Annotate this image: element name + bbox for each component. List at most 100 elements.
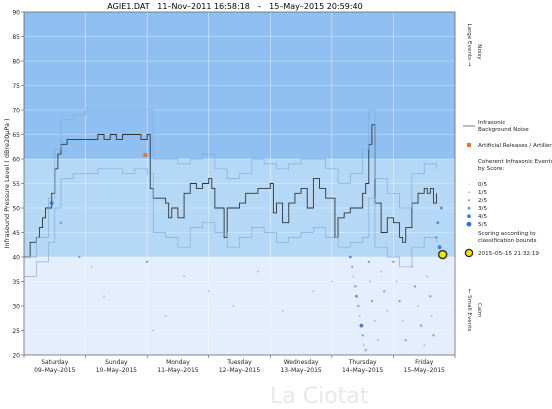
y-tick-label: 45: [12, 230, 20, 237]
x-tick-weekday: Monday: [166, 359, 190, 366]
series-group: [24, 109, 437, 277]
legend-group: Infrasonic Background Noise Artificial Rel…: [463, 120, 552, 258]
event-point: [164, 315, 167, 317]
x-tick-date: 11–May–2015: [157, 367, 198, 374]
event-point: [417, 305, 419, 307]
event-point: [363, 344, 365, 347]
event-point: [354, 285, 357, 288]
legend-score-label: 3/5: [478, 206, 487, 212]
y-tick-label: 30: [12, 304, 20, 311]
x-tick-date: 10–May–2015: [96, 367, 137, 374]
event-point: [146, 260, 149, 263]
event-point: [232, 305, 235, 307]
y-tick-label: 25: [12, 328, 20, 335]
legend-score-swatch: [467, 206, 471, 210]
event-point: [312, 290, 315, 293]
event-point: [257, 270, 259, 273]
event-point: [436, 221, 440, 225]
event-point: [103, 295, 105, 298]
event-point: [281, 310, 284, 312]
event-point: [440, 206, 443, 210]
x-tick-date: 15–May–2015: [404, 367, 445, 374]
x-tick-date: 14–May–2015: [342, 367, 383, 374]
highlight-event-marker: [437, 249, 448, 260]
watermark-text: La Ciotat: [270, 384, 369, 409]
event-point: [392, 260, 395, 263]
y-tick-label: 70: [12, 108, 20, 115]
chart-title: AGIE1.DAT 11–Nov–2011 16:58:18 – 15–May–…: [107, 2, 363, 11]
event-point: [78, 255, 81, 259]
event-point: [398, 300, 401, 303]
legend-scoring-label: Scoring according to classification bound…: [478, 231, 537, 244]
event-point: [429, 295, 432, 298]
event-point: [374, 319, 376, 322]
event-point: [386, 310, 389, 312]
event-point: [435, 236, 438, 239]
y-tick-label: 20: [12, 353, 20, 360]
events-group: [49, 153, 448, 352]
side-labels: Large Events → Noisy ← Small Events Calm: [466, 24, 482, 332]
event-point: [357, 304, 360, 308]
event-point: [49, 201, 54, 206]
y-tick-label: 40: [12, 255, 20, 262]
event-point: [437, 245, 442, 250]
legend-score-label: 0/5: [478, 182, 487, 188]
y-tick-label: 55: [12, 181, 20, 188]
legend-score-swatch: [466, 221, 472, 227]
event-point: [426, 275, 429, 278]
y-tick-label: 65: [12, 132, 20, 139]
axes-group: 20 25 30 35 40 45 50 55 60 65 70 75 80 85 90 Saturday09…: [3, 10, 456, 374]
x-tick-weekday: Thursday: [348, 359, 377, 366]
artificial-release-marker: [143, 153, 148, 158]
legend-score-swatch: [467, 214, 471, 219]
legend-score-label: 1/5: [478, 190, 487, 196]
y-tick-label: 80: [12, 59, 20, 66]
series-line-0: [24, 124, 437, 258]
event-point: [380, 270, 382, 273]
event-point: [364, 349, 367, 352]
legend-artificial-swatch: [467, 143, 471, 147]
event-point: [432, 334, 435, 337]
event-point: [404, 339, 407, 342]
y-tick-label: 90: [12, 10, 20, 17]
y-tick-label: 35: [12, 279, 20, 286]
side-label-small-events: ← Small Events: [466, 289, 472, 332]
event-point: [355, 294, 358, 298]
event-point: [367, 260, 370, 263]
legend-score-swatch: [468, 191, 470, 193]
y-tick-label: 85: [12, 34, 20, 41]
event-point: [361, 334, 364, 337]
event-point: [59, 221, 63, 224]
event-point: [420, 324, 423, 327]
x-tick-weekday: Tuesday: [226, 359, 252, 366]
legend-score-swatch: [468, 183, 470, 185]
event-point: [377, 339, 379, 342]
side-label-calm: Calm: [476, 303, 482, 317]
series-line-1: [24, 109, 437, 258]
legend-score-label: 4/5: [478, 214, 487, 220]
chart-svg: 20 25 30 35 40 45 50 55 60 65 70 75 80 85 90 Saturday09…: [3, 10, 552, 375]
legend-highlight-label: 2015–05–15 21:32:19: [478, 251, 539, 257]
side-label-noisy: Noisy: [476, 44, 482, 60]
event-point: [411, 266, 413, 268]
x-tick-weekday: Friday: [415, 359, 434, 366]
event-point: [348, 255, 352, 259]
legend-artificial-label: Artificial Releases / Artillery: [478, 143, 552, 149]
legend-noise-label: Infrasonic Background Noise: [478, 120, 529, 133]
event-point: [351, 265, 354, 268]
event-point: [413, 285, 417, 288]
x-tick-date: 12–May–2015: [219, 367, 260, 374]
event-point: [152, 329, 155, 332]
x-tick-date: 13–May–2015: [280, 367, 321, 374]
x-tick-weekday: Wednesday: [284, 359, 319, 366]
series-line-2: [24, 168, 437, 277]
legend-score-swatch: [467, 199, 471, 202]
event-point: [401, 319, 404, 322]
legend-score-label: 2/5: [478, 198, 487, 204]
event-point: [383, 290, 386, 293]
event-point: [331, 280, 333, 283]
side-label-large-events: Large Events →: [466, 24, 472, 67]
event-point: [183, 275, 185, 278]
event-point: [90, 266, 93, 268]
y-axis-label: Infrasound Pressure Level ( dBre20μPa ): [3, 118, 11, 248]
